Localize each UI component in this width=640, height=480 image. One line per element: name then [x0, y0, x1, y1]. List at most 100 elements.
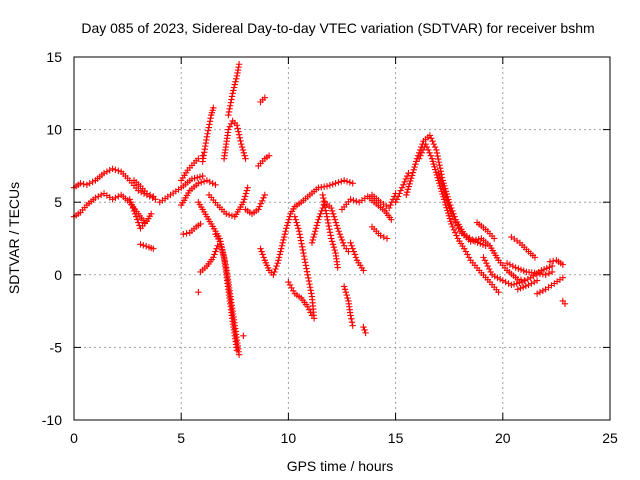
data-point [341, 286, 349, 293]
data-point [447, 218, 454, 225]
data-point [360, 323, 367, 331]
data-point [326, 182, 334, 189]
data-point [228, 120, 235, 127]
data-point [328, 204, 335, 212]
data-point [228, 212, 236, 219]
y-tick-label: 5 [54, 194, 62, 210]
data-point [418, 149, 425, 157]
series-s26 [347, 239, 367, 274]
data-point [349, 180, 356, 187]
data-point [405, 169, 412, 177]
series-s43 [195, 152, 247, 339]
data-point [332, 219, 340, 226]
data-point [240, 199, 247, 206]
data-point [295, 225, 302, 232]
data-point [80, 180, 87, 188]
data-point [410, 166, 417, 174]
data-point [335, 228, 342, 235]
data-point [316, 213, 323, 220]
data-point [227, 102, 234, 109]
data-point [344, 294, 351, 302]
data-point [265, 152, 273, 159]
data-point [481, 257, 489, 264]
data-point [210, 104, 217, 112]
x-tick-label: 20 [495, 430, 511, 446]
data-point [435, 158, 443, 166]
data-point [353, 198, 360, 205]
data-point [320, 197, 328, 205]
data-point [429, 158, 437, 165]
data-point [393, 196, 401, 203]
data-point [237, 137, 244, 145]
series-s39 [533, 274, 567, 297]
x-tick-labels: 0 5 10 15 20 25 [70, 430, 618, 446]
data-point [346, 179, 354, 186]
data-point [140, 242, 147, 249]
data-point [97, 191, 105, 199]
data-point [134, 216, 141, 223]
data-point [292, 216, 299, 223]
data-point [442, 194, 450, 201]
data-point [439, 183, 446, 190]
data-point [92, 194, 99, 202]
data-point [377, 232, 384, 239]
data-point [431, 143, 439, 151]
data-point [307, 287, 314, 294]
data-point [340, 283, 348, 290]
data-point [435, 155, 442, 163]
data-point [277, 248, 284, 255]
data-point [499, 277, 506, 284]
data-point [347, 196, 354, 203]
data-point [350, 248, 357, 255]
data-point [298, 243, 306, 250]
data-point [283, 225, 290, 232]
data-point [300, 249, 307, 257]
data-point [417, 152, 424, 159]
data-point [150, 245, 157, 252]
data-point [388, 216, 395, 223]
data-point [348, 319, 356, 326]
data-point [261, 191, 269, 199]
data-point [342, 289, 350, 296]
data-point [336, 230, 344, 238]
data-point [137, 188, 145, 196]
y-tick-labels: -10 -5 0 5 10 15 [42, 49, 62, 428]
y-axis-label: SDTVAR / TECUs [6, 182, 22, 294]
data-point [398, 184, 406, 191]
series-s5 [137, 241, 157, 252]
data-point [285, 216, 293, 223]
data-point [257, 200, 265, 207]
data-point [455, 225, 462, 232]
data-point [506, 261, 514, 268]
data-point [360, 267, 367, 274]
data-point [449, 213, 456, 220]
data-point [338, 236, 346, 244]
data-point [405, 183, 412, 190]
data-point [400, 181, 407, 188]
data-point [340, 177, 348, 184]
data-point [126, 196, 133, 203]
data-point [495, 289, 502, 296]
data-point [226, 123, 233, 130]
data-point [483, 259, 490, 267]
series-s19 [257, 94, 269, 106]
data-point [533, 277, 541, 284]
data-point [559, 261, 567, 268]
series-s17 [242, 191, 269, 218]
data-point [312, 228, 319, 235]
data-point [427, 152, 434, 159]
data-point [230, 87, 237, 94]
data-point [206, 178, 213, 186]
data-point [330, 213, 338, 220]
data-point [142, 243, 150, 250]
data-point [312, 225, 320, 232]
data-point [238, 140, 245, 148]
data-point [115, 167, 122, 174]
data-point [315, 216, 322, 223]
data-point [274, 259, 281, 267]
data-point [491, 235, 498, 242]
data-point [259, 251, 266, 258]
data-point [235, 128, 242, 135]
data-point [280, 236, 287, 244]
